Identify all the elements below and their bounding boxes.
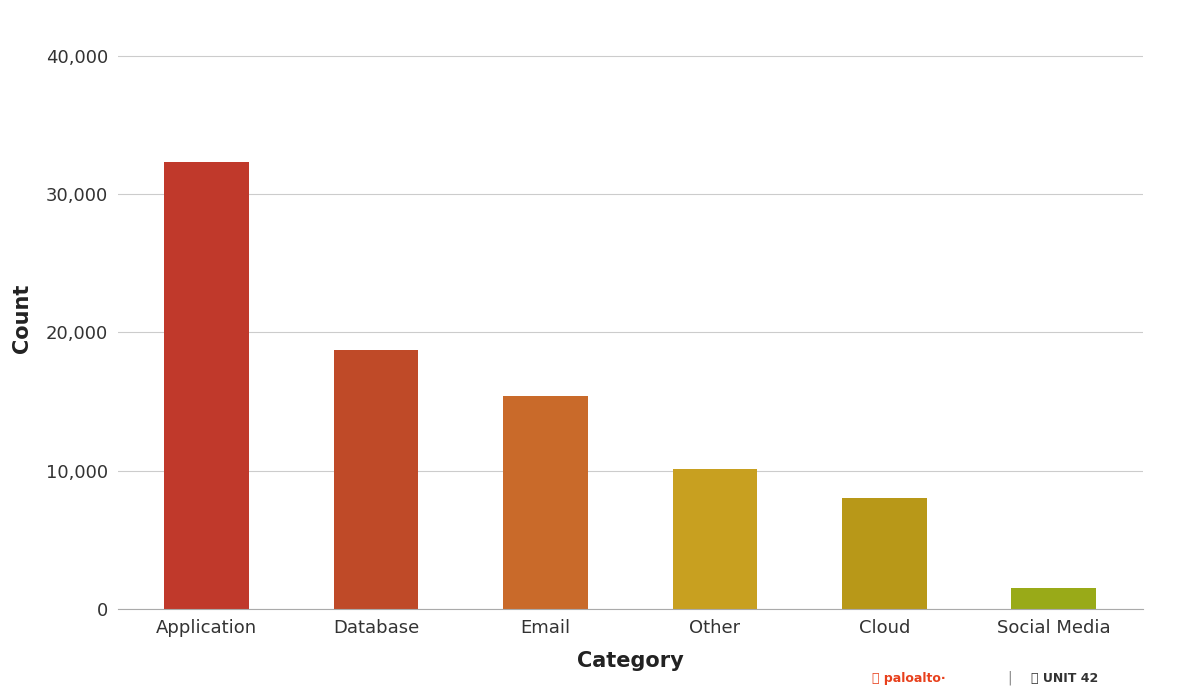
- Text: ⼯ paloalto·: ⼯ paloalto·: [872, 671, 945, 685]
- Bar: [503, 396, 588, 609]
- Y-axis label: Count: Count: [12, 284, 32, 354]
- Bar: [165, 162, 249, 609]
- Bar: [333, 350, 418, 609]
- Bar: [1012, 588, 1096, 609]
- Bar: [842, 498, 927, 609]
- X-axis label: Category: Category: [577, 650, 683, 671]
- Text: |: |: [1007, 670, 1012, 685]
- Text: ⼯ UNIT 42: ⼯ UNIT 42: [1031, 671, 1098, 685]
- Bar: [673, 469, 757, 609]
